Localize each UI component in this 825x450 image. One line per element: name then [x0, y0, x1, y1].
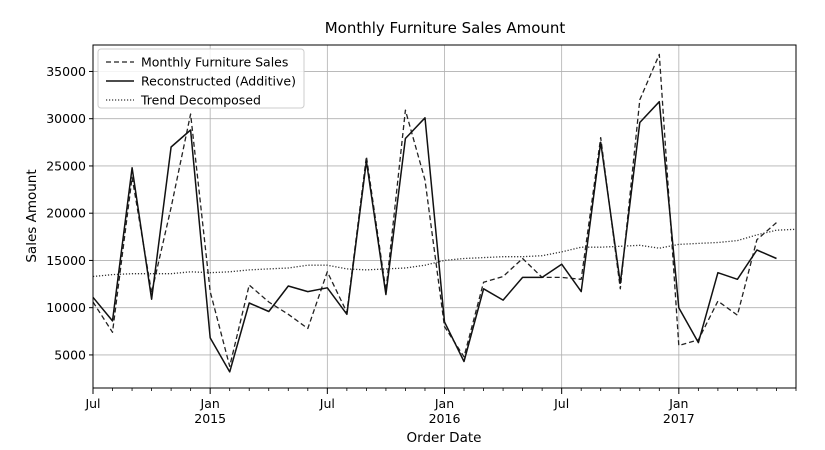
legend-label: Reconstructed (Additive): [141, 74, 296, 89]
x-tick-label: Jul: [319, 396, 335, 411]
y-tick-label: 20000: [46, 206, 86, 221]
x-tick-label: Jan: [434, 396, 454, 411]
legend-box: [97, 48, 305, 109]
x-tick-year-label: 2017: [663, 411, 695, 426]
y-tick-label: 30000: [46, 111, 86, 126]
x-tick-label: Jul: [84, 396, 100, 411]
legend: Monthly Furniture Sales Reconstructed (Ad…: [97, 48, 305, 109]
y-axis: 5000 10000 15000 20000 25000 30000 35000: [46, 64, 93, 362]
y-tick-label: 15000: [46, 253, 86, 268]
y-tick-label: 25000: [46, 158, 86, 173]
series-line: [92, 53, 777, 367]
series-line: [92, 228, 797, 278]
series-layer: [92, 53, 797, 373]
y-tick-label: 35000: [46, 64, 86, 79]
y-tick-label: 10000: [46, 300, 86, 315]
y-axis-title: Sales Amount: [24, 169, 40, 262]
legend-label: Monthly Furniture Sales: [141, 55, 288, 70]
x-tick-label: Jul: [553, 396, 569, 411]
chart-title: Monthly Furniture Sales Amount: [325, 19, 566, 37]
legend-label: Trend Decomposed: [140, 93, 261, 108]
series-line: [92, 100, 777, 373]
x-tick-year-label: 2016: [429, 411, 461, 426]
x-tick-label: Jan: [200, 396, 220, 411]
x-tick-label: Jan: [668, 396, 688, 411]
x-tick-year-label: 2015: [194, 411, 226, 426]
x-axis-title: Order Date: [407, 430, 482, 446]
grid: [92, 45, 796, 388]
y-tick-label: 5000: [54, 347, 86, 362]
